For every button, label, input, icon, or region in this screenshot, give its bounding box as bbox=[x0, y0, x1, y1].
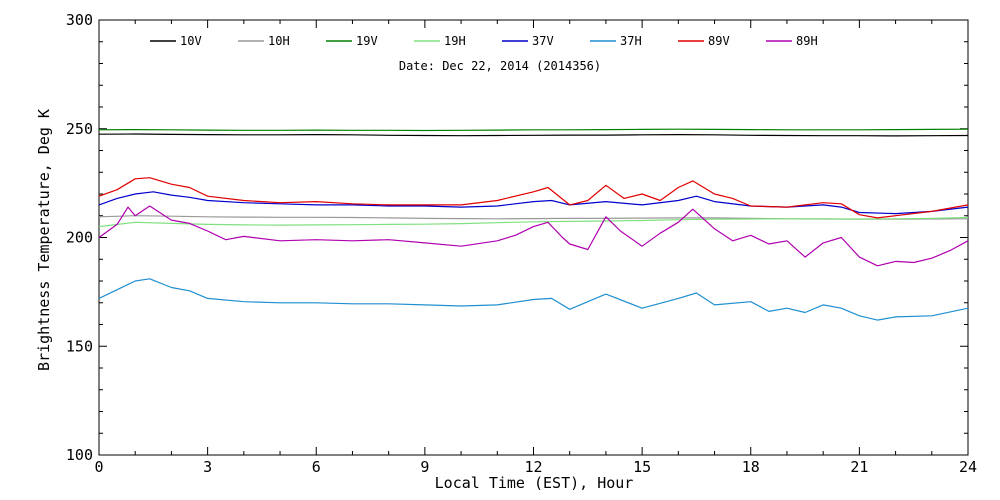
plot-frame bbox=[98, 19, 969, 456]
x-tick-label: 15 bbox=[633, 458, 651, 476]
legend-label-10v: 10V bbox=[180, 34, 202, 48]
y-tick-label: 100 bbox=[66, 446, 93, 464]
series-line-19h bbox=[98, 216, 969, 228]
series-line-37h bbox=[98, 278, 969, 321]
series-line-19v bbox=[98, 128, 969, 132]
legend-label-89h: 89H bbox=[796, 34, 818, 48]
y-tick-label: 150 bbox=[66, 337, 93, 355]
legend-label-19v: 19V bbox=[356, 34, 378, 48]
series-layer bbox=[98, 128, 969, 321]
x-tick-label: 21 bbox=[850, 458, 868, 476]
x-tick-label: 12 bbox=[524, 458, 542, 476]
x-axis-title: Local Time (EST), Hour bbox=[435, 474, 634, 492]
legend-label-10h: 10H bbox=[268, 34, 290, 48]
x-tick-label: 18 bbox=[742, 458, 760, 476]
x-tick-label: 9 bbox=[420, 458, 429, 476]
x-tick-label: 24 bbox=[959, 458, 977, 476]
series-line-37v bbox=[98, 191, 969, 215]
legend: 10V 10H 19V 19H 37V 37H 89V 89H bbox=[150, 34, 818, 48]
x-tick-label: 6 bbox=[312, 458, 321, 476]
legend-label-37h: 37H bbox=[620, 34, 642, 48]
legend-label-89v: 89V bbox=[708, 34, 730, 48]
y-tick-label: 250 bbox=[66, 120, 93, 138]
x-tick-label: 3 bbox=[203, 458, 212, 476]
legend-label-19h: 19H bbox=[444, 34, 466, 48]
date-annotation: Date: Dec 22, 2014 (2014356) bbox=[399, 59, 601, 73]
ticks-layer: 0 3 6 9 12 15 18 21 24 100 150 200 250 300 bbox=[66, 11, 977, 476]
series-line-89v bbox=[98, 177, 969, 219]
series-line-10v bbox=[98, 133, 969, 137]
y-tick-label: 200 bbox=[66, 229, 93, 247]
series-line-89h bbox=[98, 205, 969, 267]
y-axis-title: Brightness Temperature, Deg K bbox=[35, 109, 53, 371]
x-tick-label: 0 bbox=[94, 458, 103, 476]
legend-label-37v: 37V bbox=[532, 34, 554, 48]
y-tick-label: 300 bbox=[66, 11, 93, 29]
